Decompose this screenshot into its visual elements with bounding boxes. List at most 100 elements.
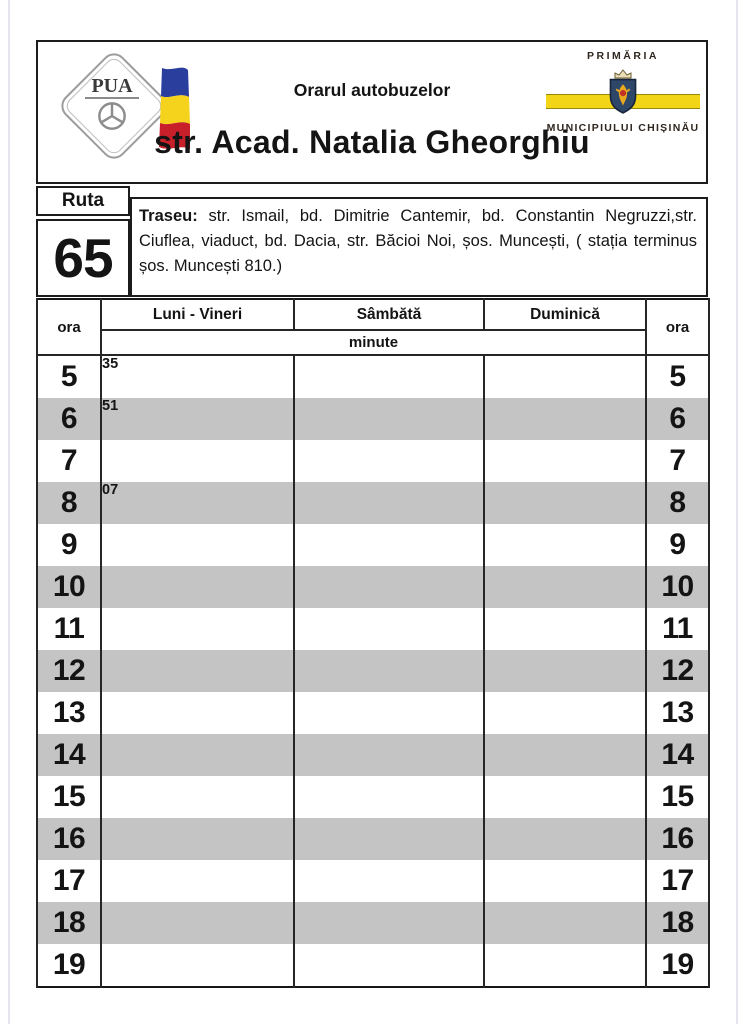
schedule-table: ora Luni - Vineri Sâmbătă Duminică ora m… xyxy=(36,298,710,988)
minute-cell-duminica xyxy=(483,355,647,398)
hour-cell-left: 17 xyxy=(36,860,102,902)
hour-cell-left: 10 xyxy=(36,566,102,608)
minute-cell-sambata xyxy=(293,776,485,818)
minute-cell-sambata xyxy=(293,566,485,608)
hour-cell-right: 15 xyxy=(645,776,710,818)
hour-cell-left: 6 xyxy=(36,398,102,440)
minute-cell-duminica xyxy=(483,440,647,482)
minute-cell-luni-vineri xyxy=(100,566,295,608)
minute-cell-duminica xyxy=(483,650,647,692)
minute-cell-duminica xyxy=(483,860,647,902)
minute-cell-luni-vineri xyxy=(100,776,295,818)
hour-cell-left: 12 xyxy=(36,650,102,692)
hour-col-header-right: ora xyxy=(645,299,710,356)
pua-logo-content: PUA xyxy=(73,63,151,143)
minute-cell-duminica xyxy=(483,818,647,860)
hour-cell-left: 15 xyxy=(36,776,102,818)
minute-cell-duminica xyxy=(483,944,647,987)
minute-cell-luni-vineri: 51 xyxy=(100,398,295,440)
table-row: 8 07 8 xyxy=(36,482,710,524)
table-row: 12 12 xyxy=(36,650,710,692)
minute-cell-sambata xyxy=(293,440,485,482)
hour-cell-right: 16 xyxy=(645,818,710,860)
minute-cell-luni-vineri xyxy=(100,902,295,944)
hour-col-header-left: ora xyxy=(36,299,102,356)
minute-cell-luni-vineri xyxy=(100,650,295,692)
minute-cell-luni-vineri xyxy=(100,608,295,650)
table-row: 13 13 xyxy=(36,692,710,734)
minute-cell-duminica xyxy=(483,524,647,566)
minute-cell-duminica xyxy=(483,776,647,818)
hour-cell-right: 9 xyxy=(645,524,710,566)
minute-cell-luni-vineri xyxy=(100,818,295,860)
header-box: PUA Orarul autobuzelor PRIMĂRIA xyxy=(36,40,708,184)
minute-cell-duminica xyxy=(483,734,647,776)
crown-icon xyxy=(614,69,632,79)
day-col-header-luni-vineri: Luni - Vineri xyxy=(100,299,295,331)
table-row: 5 35 5 xyxy=(36,355,710,398)
day-col-header-sambata: Sâmbătă xyxy=(293,299,485,331)
hour-cell-left: 18 xyxy=(36,902,102,944)
minute-cell-duminica xyxy=(483,482,647,524)
chisinau-label: MUNICIPIULUI CHIȘINĂU xyxy=(546,122,700,134)
hour-cell-right: 14 xyxy=(645,734,710,776)
shield-icon xyxy=(609,78,637,114)
schedule-table-wrap: ora Luni - Vineri Sâmbătă Duminică ora m… xyxy=(36,298,710,988)
table-row: 6 51 6 xyxy=(36,398,710,440)
minute-cell-luni-vineri xyxy=(100,734,295,776)
minute-cell-luni-vineri xyxy=(100,524,295,566)
schedule-body: 5 35 5 6 51 6 7 7 8 07 8 9 9 10 10 11 11 12 12 13 13 14 14 15 15… xyxy=(36,355,710,987)
hour-cell-right: 19 xyxy=(645,944,710,987)
coat-of-arms xyxy=(546,64,700,122)
route-description-label: Traseu: xyxy=(139,207,198,225)
minute-cell-sambata xyxy=(293,650,485,692)
hour-cell-right: 7 xyxy=(645,440,710,482)
table-row: 14 14 xyxy=(36,734,710,776)
hour-cell-right: 5 xyxy=(645,355,710,398)
hour-cell-right: 13 xyxy=(645,692,710,734)
table-row: 19 19 xyxy=(36,944,710,987)
hour-cell-right: 11 xyxy=(645,608,710,650)
table-row: 10 10 xyxy=(36,566,710,608)
hour-cell-right: 12 xyxy=(645,650,710,692)
mercedes-star-icon xyxy=(98,101,126,130)
page-title: Orarul autobuzelor xyxy=(293,80,451,100)
hour-cell-right: 8 xyxy=(645,482,710,524)
hour-cell-left: 9 xyxy=(36,524,102,566)
minute-cell-sambata xyxy=(293,944,485,987)
day-col-header-duminica: Duminică xyxy=(483,299,647,331)
minute-header: minute xyxy=(100,330,647,356)
hour-cell-right: 18 xyxy=(645,902,710,944)
route-description-box: Traseu: str. Ismail, bd. Dimitrie Cantem… xyxy=(130,197,708,297)
street-title: str. Acad. Natalia Gheorghiu xyxy=(154,124,590,160)
minute-cell-luni-vineri xyxy=(100,860,295,902)
route-description-text: str. Ismail, bd. Dimitrie Cantemir, bd. … xyxy=(139,207,697,275)
table-row: 18 18 xyxy=(36,902,710,944)
table-row: 17 17 xyxy=(36,860,710,902)
hour-cell-left: 8 xyxy=(36,482,102,524)
route-number-box: 65 xyxy=(36,219,130,297)
minute-cell-luni-vineri xyxy=(100,692,295,734)
minute-cell-luni-vineri xyxy=(100,944,295,987)
minute-cell-sambata xyxy=(293,902,485,944)
hour-cell-left: 16 xyxy=(36,818,102,860)
minute-cell-duminica xyxy=(483,608,647,650)
hour-cell-left: 11 xyxy=(36,608,102,650)
hour-cell-left: 19 xyxy=(36,944,102,987)
route-label-box: Ruta xyxy=(36,186,130,216)
minute-cell-sambata xyxy=(293,608,485,650)
table-row: 16 16 xyxy=(36,818,710,860)
moldova-flag-icon xyxy=(159,67,190,149)
hour-cell-left: 5 xyxy=(36,355,102,398)
primaria-label: PRIMĂRIA xyxy=(587,50,659,62)
minute-cell-duminica xyxy=(483,692,647,734)
hour-cell-right: 10 xyxy=(645,566,710,608)
minute-cell-sambata xyxy=(293,482,485,524)
table-row: 15 15 xyxy=(36,776,710,818)
hour-cell-right: 17 xyxy=(645,860,710,902)
table-row: 11 11 xyxy=(36,608,710,650)
minute-cell-luni-vineri xyxy=(100,440,295,482)
pua-acronym: PUA xyxy=(85,76,139,99)
